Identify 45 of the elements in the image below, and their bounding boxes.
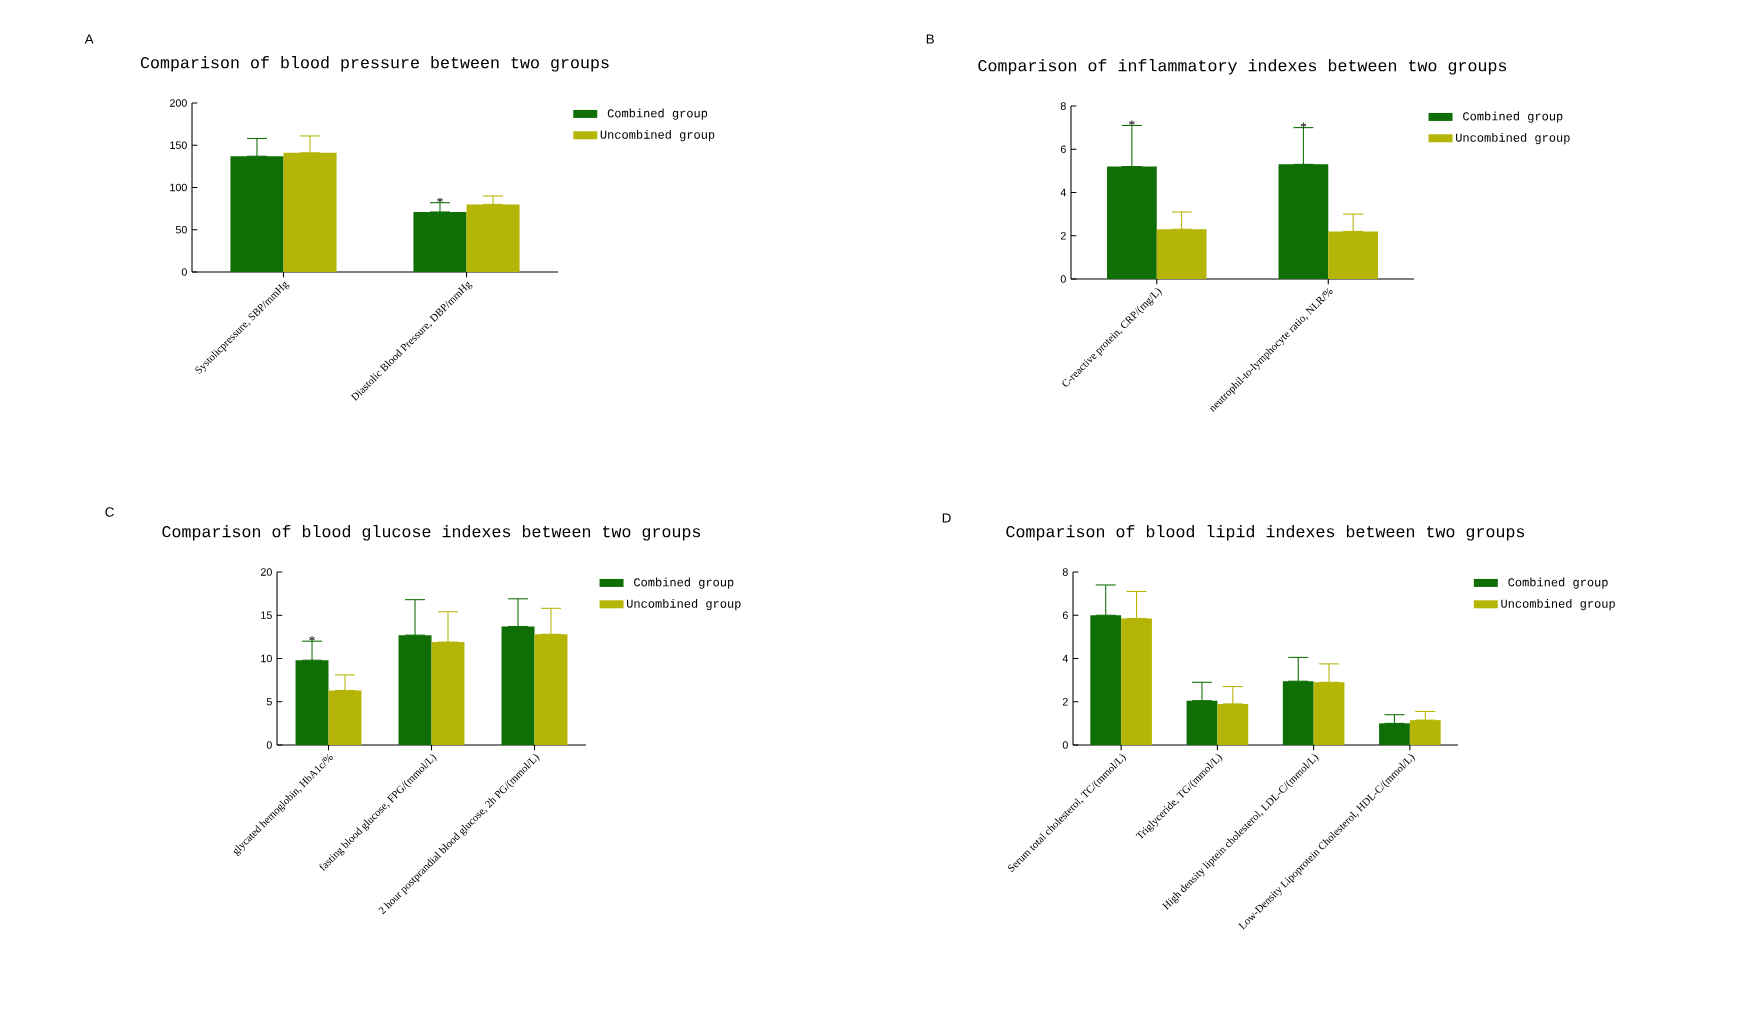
y-tick-label: 2 <box>1062 698 1068 706</box>
text: D <box>942 513 951 523</box>
y-tick-label: 8 <box>1060 102 1066 110</box>
y-tick-label: 4 <box>1062 654 1068 663</box>
legend-label: Uncombined group <box>627 598 741 611</box>
y-tick-label: 100 <box>170 183 187 192</box>
text: A <box>84 34 94 44</box>
y-tick-label: 4 <box>1060 188 1066 197</box>
y-tick-label: 20 <box>260 568 272 576</box>
data-label: * <box>437 197 443 203</box>
chart-title: Comparison of inflammatory indexes between two groups <box>978 59 1507 75</box>
text: C <box>105 507 114 517</box>
y-tick-label: 5 <box>266 698 272 706</box>
y-tick-label: 0 <box>266 741 272 749</box>
legend-label: Uncombined group <box>600 129 715 142</box>
legend-label: Combined group <box>634 577 734 589</box>
chart-title: Comparison of blood lipid indexes between two groups <box>1006 525 1525 541</box>
y-tick-label: 50 <box>175 225 187 234</box>
y-tick-label: 0 <box>181 268 187 276</box>
y-tick-label: 150 <box>170 141 187 150</box>
y-tick-label: 0 <box>1060 275 1066 283</box>
y-tick-label: 200 <box>170 99 187 107</box>
legend-label: Combined group <box>1463 111 1563 123</box>
bar <box>398 635 432 745</box>
legend-label: Uncombined group <box>1501 598 1615 611</box>
y-tick-label: 2 <box>1060 232 1066 240</box>
chart-title: Comparison of blood pressure between two groups <box>140 56 609 72</box>
y-tick-label: 8 <box>1062 568 1068 576</box>
bar <box>1409 720 1441 745</box>
y-tick-label: 0 <box>1062 741 1068 749</box>
chart-title: Comparison of blood glucose indexes between two groups <box>162 525 701 541</box>
y-tick-label: 10 <box>261 654 272 663</box>
legend-label: Uncombined group <box>1456 132 1570 145</box>
bar <box>413 211 467 272</box>
data-label: * <box>1129 120 1135 126</box>
data-label: * <box>1300 122 1307 128</box>
y-tick-label: 6 <box>1060 145 1066 154</box>
y-tick-label: 6 <box>1062 611 1068 620</box>
y-tick-label: 15 <box>261 611 272 619</box>
legend-label: Combined group <box>607 108 708 120</box>
text: B <box>926 34 934 44</box>
bar <box>431 642 465 745</box>
bar <box>1217 703 1249 745</box>
data-label: * <box>309 636 315 642</box>
legend-label: Combined group <box>1508 577 1608 589</box>
